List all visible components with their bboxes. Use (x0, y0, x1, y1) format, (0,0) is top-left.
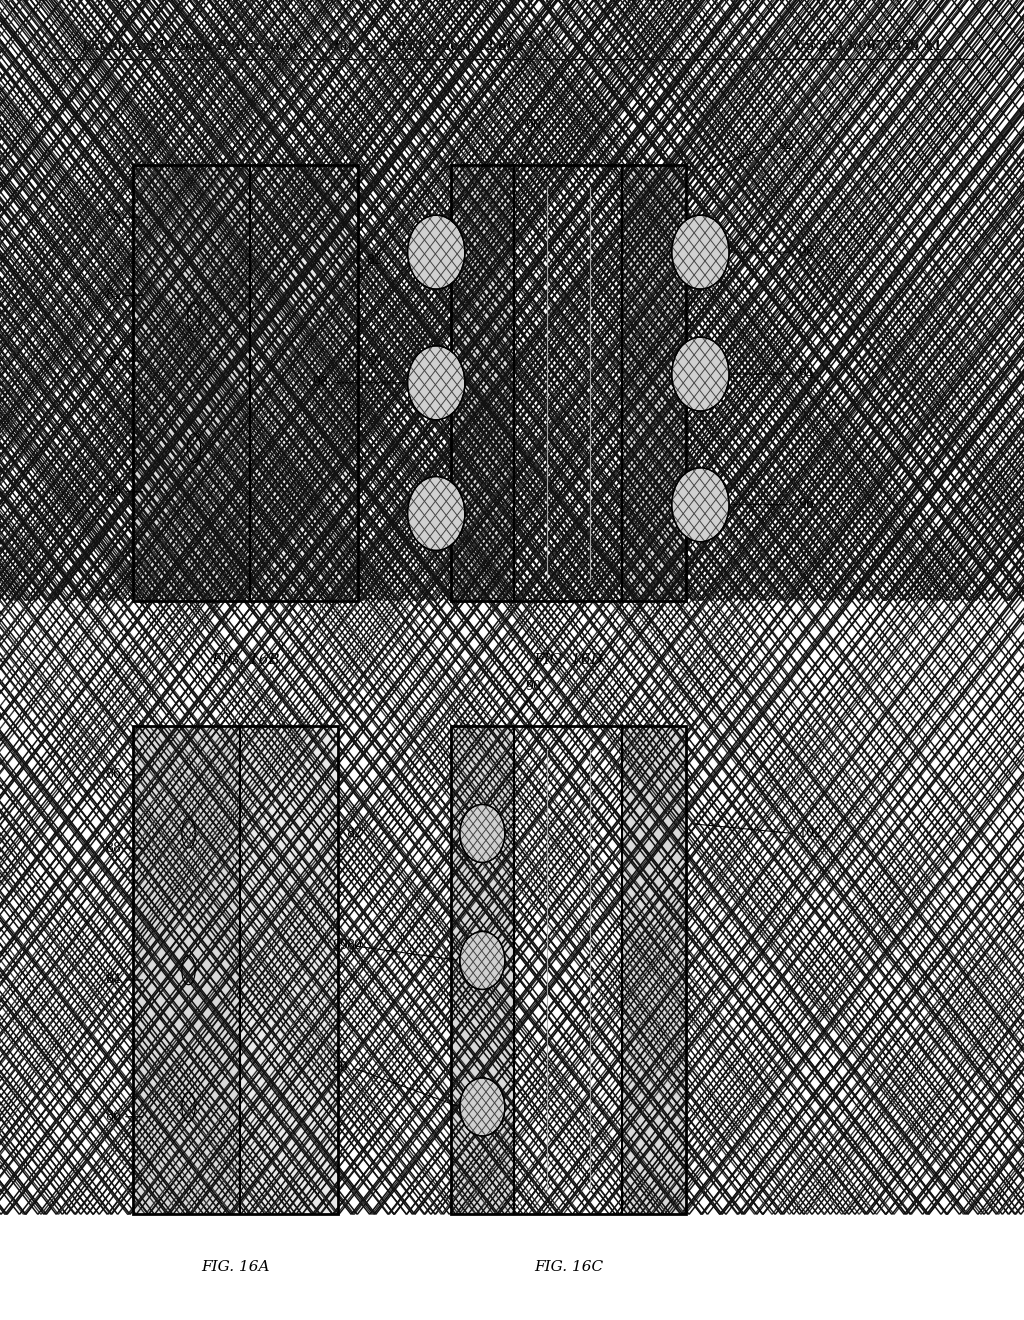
Text: 98: 98 (799, 246, 815, 259)
Bar (133, 165, 250, 601)
Bar (451, 165, 514, 601)
Text: 84: 84 (104, 289, 121, 302)
Text: FIG. 16C: FIG. 16C (534, 1261, 603, 1274)
Circle shape (672, 467, 729, 541)
Text: 96: 96 (799, 498, 815, 511)
Text: 86: 86 (104, 768, 121, 781)
Text: Mar. 21, 2013  Sheet 12 of 13: Mar. 21, 2013 Sheet 12 of 13 (327, 40, 534, 53)
Bar (240, 726, 338, 1214)
Text: 84: 84 (104, 973, 121, 986)
Text: 92: 92 (778, 139, 794, 152)
Text: FIG. 16A: FIG. 16A (202, 1261, 269, 1274)
Text: 98: 98 (311, 376, 328, 389)
Circle shape (408, 346, 465, 420)
Circle shape (408, 477, 465, 550)
Bar (623, 726, 686, 1214)
Bar (250, 165, 358, 601)
Circle shape (460, 1078, 505, 1137)
Text: 94: 94 (799, 367, 815, 380)
Text: 86: 86 (104, 355, 121, 367)
Bar (133, 726, 240, 1214)
Bar (514, 165, 623, 601)
Bar (133, 726, 338, 1214)
Text: 80: 80 (346, 940, 362, 952)
Circle shape (460, 932, 505, 990)
Circle shape (460, 1078, 505, 1137)
Text: 82: 82 (367, 255, 383, 268)
Bar (250, 165, 358, 601)
Text: 102: 102 (799, 826, 822, 840)
Text: 99: 99 (333, 940, 348, 952)
Bar (451, 726, 514, 1214)
Text: 90: 90 (525, 119, 541, 132)
Bar (451, 726, 686, 1214)
Text: 88: 88 (104, 842, 121, 854)
Circle shape (408, 346, 465, 420)
Circle shape (460, 804, 505, 862)
Circle shape (672, 467, 729, 541)
Bar (623, 165, 686, 601)
Bar (133, 165, 358, 601)
Text: FIG. 16B: FIG. 16B (211, 653, 281, 667)
Bar (623, 726, 686, 1214)
Circle shape (460, 804, 505, 862)
Bar (451, 726, 514, 1214)
Circle shape (672, 215, 729, 289)
Circle shape (672, 215, 729, 289)
Bar (133, 165, 250, 601)
Bar (514, 726, 623, 1214)
Text: 90: 90 (525, 680, 541, 693)
Circle shape (408, 215, 465, 289)
Text: 86: 86 (104, 486, 121, 498)
Bar (133, 726, 240, 1214)
Text: 99: 99 (333, 1061, 348, 1074)
Circle shape (460, 932, 505, 990)
Bar (240, 726, 338, 1214)
Text: 88: 88 (104, 211, 121, 224)
Text: Patent Application Publication: Patent Application Publication (82, 40, 297, 53)
Circle shape (408, 215, 465, 289)
Bar (451, 165, 686, 601)
Text: US 2013/0071550 A1: US 2013/0071550 A1 (795, 40, 942, 53)
Bar (451, 165, 514, 601)
Text: 82: 82 (346, 826, 362, 840)
Text: FIG. 16D: FIG. 16D (534, 653, 603, 667)
Bar (623, 165, 686, 601)
Text: 86: 86 (104, 1110, 121, 1123)
Circle shape (672, 337, 729, 411)
Circle shape (408, 477, 465, 550)
Circle shape (672, 337, 729, 411)
Text: 80: 80 (367, 355, 383, 367)
